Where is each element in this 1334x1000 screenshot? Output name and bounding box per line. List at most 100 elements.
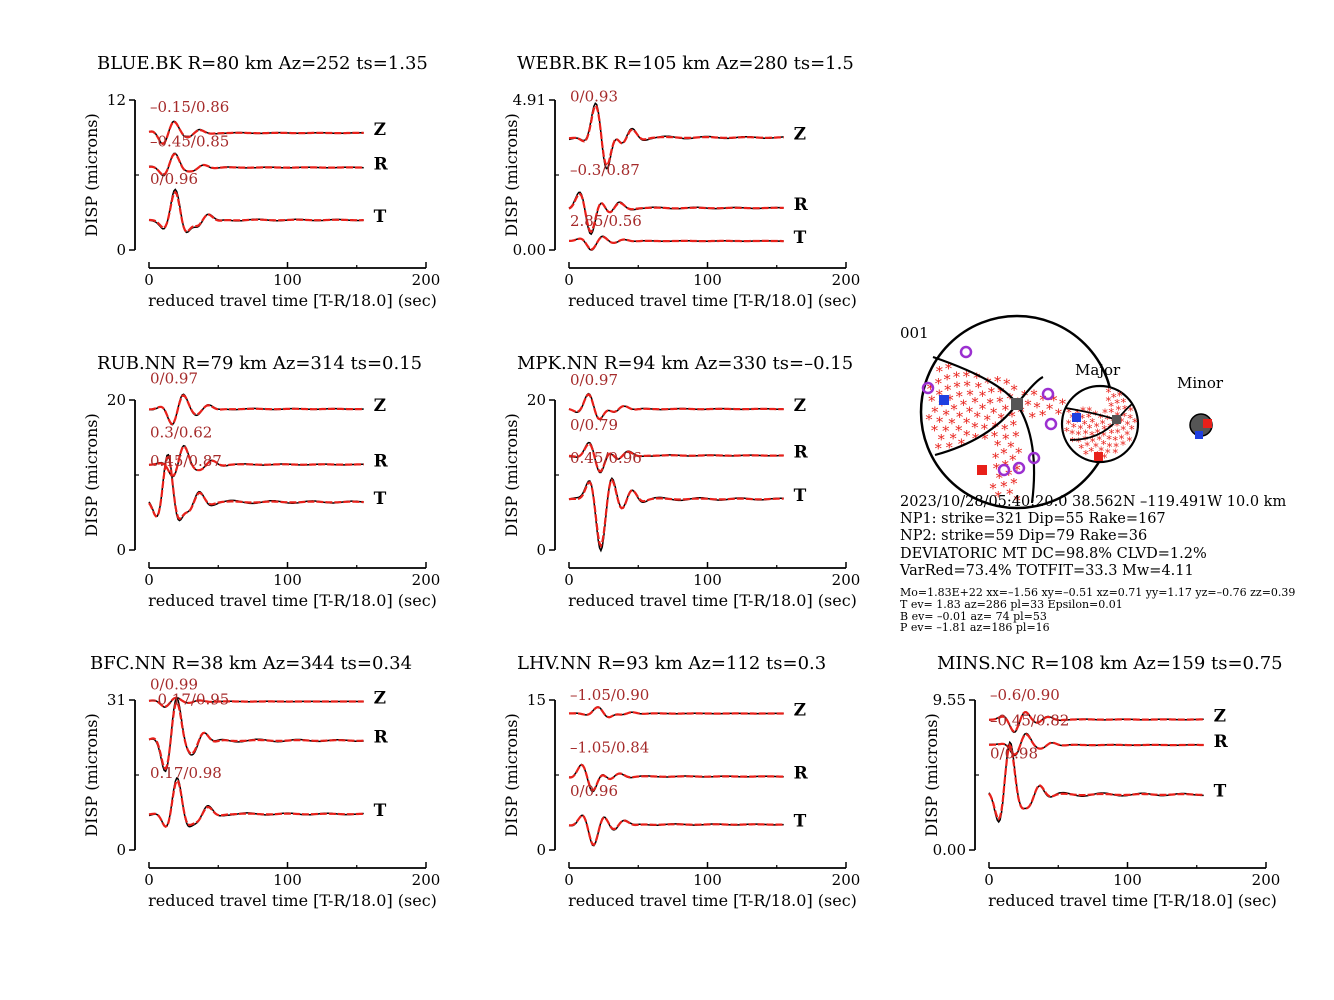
svg-text:*: * bbox=[1089, 446, 1095, 459]
y-tick-label: 12 bbox=[107, 91, 126, 109]
svg-text:*: * bbox=[936, 365, 943, 381]
x-tick-label: 0 bbox=[144, 871, 154, 889]
x-axis-label: reduced travel time [T-R/18.0] (sec) bbox=[568, 291, 857, 310]
synthetic-trace-R bbox=[568, 192, 784, 234]
svg-text:*: * bbox=[966, 405, 973, 421]
shift-fit-label: 0/0.98 bbox=[990, 745, 1038, 763]
x-tick-label: 200 bbox=[832, 871, 861, 889]
svg-text:*: * bbox=[966, 388, 973, 404]
panel-title: WEBR.BK R=105 km Az=280 ts=1.5 bbox=[517, 53, 854, 74]
svg-text:*: * bbox=[1012, 430, 1019, 446]
svg-text:*: * bbox=[1128, 405, 1134, 418]
x-tick-label: 0 bbox=[564, 271, 574, 289]
component-label: R bbox=[374, 728, 389, 748]
svg-text:*: * bbox=[1100, 418, 1106, 431]
svg-text:*: * bbox=[1105, 447, 1111, 460]
svg-text:*: * bbox=[1111, 391, 1117, 404]
svg-text:*: * bbox=[1114, 420, 1120, 433]
shift-fit-label: 2.85/0.56 bbox=[570, 212, 642, 230]
svg-text:*: * bbox=[1071, 421, 1077, 434]
svg-text:*: * bbox=[1014, 463, 1021, 479]
svg-text:*: * bbox=[1046, 402, 1053, 418]
y-axis-label: DISP (microns) bbox=[82, 413, 101, 537]
panel-title: MINS.NC R=108 km Az=159 ts=0.75 bbox=[937, 653, 1283, 674]
component-label: Z bbox=[374, 396, 386, 416]
component-label: Z bbox=[374, 689, 386, 709]
svg-text:*: * bbox=[1003, 377, 1010, 393]
svg-text:*: * bbox=[1066, 418, 1072, 431]
y-tick-label: 0 bbox=[116, 241, 126, 259]
shift-fit-label: 0/0.97 bbox=[150, 370, 198, 388]
svg-text:*: * bbox=[1014, 494, 1021, 510]
x-tick-label: 0 bbox=[564, 571, 574, 589]
svg-text:*: * bbox=[1082, 419, 1088, 432]
synthetic-trace-R bbox=[148, 153, 364, 176]
svg-text:*: * bbox=[990, 406, 997, 422]
synthetic-trace-T bbox=[148, 779, 364, 829]
x-tick-label: 0 bbox=[564, 871, 574, 889]
origin-line: 2023/10/28/05:40:20.0 38.562N –119.491W … bbox=[900, 494, 1287, 510]
x-tick-label: 100 bbox=[273, 571, 302, 589]
svg-text:*: * bbox=[1101, 430, 1107, 443]
panel-title: BFC.NN R=38 km Az=344 ts=0.34 bbox=[90, 653, 412, 674]
svg-text:*: * bbox=[1055, 407, 1062, 423]
svg-text:*: * bbox=[1011, 383, 1018, 399]
synthetic-trace-Z bbox=[148, 696, 364, 708]
panel-6: MINS.NC R=108 km Az=159 ts=0.75 9.55 0.00 D… bbox=[922, 653, 1283, 910]
svg-text:*: * bbox=[1101, 439, 1107, 452]
svg-text:*: * bbox=[948, 416, 955, 432]
synthetic-trace-R bbox=[568, 442, 784, 473]
svg-text:*: * bbox=[944, 372, 951, 388]
synthetic-trace-T bbox=[148, 455, 364, 521]
svg-text:*: * bbox=[945, 361, 952, 377]
svg-text:*: * bbox=[1097, 434, 1103, 447]
shift-fit-label: 0.17/0.98 bbox=[150, 764, 222, 782]
svg-text:*: * bbox=[1109, 428, 1115, 441]
x-axis-label: reduced travel time [T-R/18.0] (sec) bbox=[148, 591, 437, 610]
svg-text:*: * bbox=[1029, 411, 1036, 427]
svg-text:*: * bbox=[953, 370, 960, 386]
svg-text:*: * bbox=[1079, 442, 1085, 455]
svg-text:*: * bbox=[946, 440, 953, 456]
component-label: T bbox=[374, 489, 387, 509]
svg-text:*: * bbox=[963, 428, 970, 444]
synthetic-trace-T bbox=[568, 814, 784, 846]
svg-text:*: * bbox=[1000, 480, 1007, 496]
synthetic-trace-T bbox=[569, 235, 784, 251]
svg-text:*: * bbox=[1009, 453, 1016, 469]
observed-trace-T bbox=[148, 776, 364, 828]
svg-text:*: * bbox=[1120, 424, 1126, 437]
panel-4: BFC.NN R=38 km Az=344 ts=0.34 31 0 DISP (mi… bbox=[82, 653, 440, 910]
major-beachball: ***** ********* ******* ********** *********… bbox=[1060, 384, 1140, 465]
y-tick-label: 31 bbox=[107, 691, 126, 709]
observed-trace-Z bbox=[568, 706, 784, 719]
x-tick-label: 200 bbox=[832, 271, 861, 289]
observed-trace-R bbox=[988, 732, 1204, 757]
y-tick-label: 0.00 bbox=[933, 841, 966, 859]
component-label: R bbox=[794, 443, 809, 463]
svg-text:*: * bbox=[971, 396, 978, 412]
p-eigen-line: P ev= –1.81 az=186 pl=16 bbox=[900, 621, 1050, 635]
svg-text:*: * bbox=[928, 394, 935, 410]
svg-text:*: * bbox=[1005, 468, 1012, 484]
svg-text:*: * bbox=[1076, 436, 1082, 449]
svg-text:*: * bbox=[1107, 422, 1113, 435]
svg-text:*: * bbox=[1059, 397, 1066, 413]
svg-text:*: * bbox=[951, 402, 958, 418]
svg-text:*: * bbox=[1039, 408, 1046, 424]
np1-line: NP1: strike=321 Dip=55 Rake=167 bbox=[900, 511, 1166, 528]
y-tick-label: 0.00 bbox=[513, 241, 546, 259]
shift-fit-label: –0.15/0.86 bbox=[150, 98, 229, 116]
x-axis-label: reduced travel time [T-R/18.0] (sec) bbox=[148, 891, 437, 910]
focal-mechanism-group: 001 *** ******* ********** ************ ****… bbox=[900, 314, 1224, 510]
component-label: Z bbox=[1214, 707, 1226, 727]
svg-text:*: * bbox=[1040, 393, 1047, 409]
svg-text:*: * bbox=[956, 410, 963, 426]
svg-text:*: * bbox=[1102, 452, 1108, 465]
y-tick-label: 20 bbox=[527, 391, 546, 409]
svg-text:*: * bbox=[1034, 401, 1041, 417]
panel-title: LHV.NN R=93 km Az=112 ts=0.3 bbox=[517, 653, 826, 674]
svg-text:*: * bbox=[963, 416, 970, 432]
y-tick-label: 15 bbox=[527, 691, 546, 709]
